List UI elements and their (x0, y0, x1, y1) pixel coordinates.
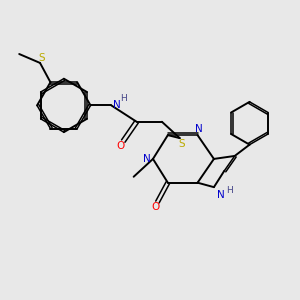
Text: O: O (117, 141, 125, 151)
Text: S: S (38, 53, 45, 64)
Text: H: H (121, 94, 127, 103)
Text: N: N (113, 100, 121, 110)
Text: S: S (178, 139, 184, 149)
Text: H: H (226, 186, 233, 195)
Text: N: N (142, 154, 150, 164)
Text: N: N (195, 124, 203, 134)
Text: O: O (151, 202, 159, 212)
Text: N: N (217, 190, 224, 200)
